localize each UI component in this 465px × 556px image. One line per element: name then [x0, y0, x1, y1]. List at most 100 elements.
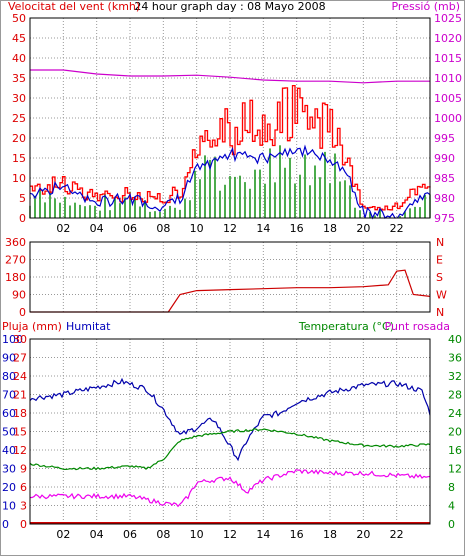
pressure-y-tick: 990	[434, 152, 455, 165]
temperature-y-tick: 8	[448, 481, 455, 494]
humidity-y-tick: 100	[2, 333, 23, 346]
p1-x-tick: 22	[390, 222, 404, 235]
p1-x-tick: 08	[156, 222, 170, 235]
panel-humidity-frame	[29, 338, 431, 525]
humidity-y-tick: 20	[2, 481, 16, 494]
temperature-y-tick: 32	[448, 370, 462, 383]
wind-avg-line	[29, 144, 431, 220]
panel-direction-frame	[29, 241, 431, 313]
direction-y-tick: 360	[5, 236, 26, 249]
p1-x-tick: 12	[223, 222, 237, 235]
humidity-y-tick: 0	[2, 518, 9, 531]
p3-x-tick: 04	[90, 528, 104, 541]
wind-y-tick: 15	[12, 152, 26, 165]
rain-y-tick: 24	[13, 370, 27, 383]
temperature-y-tick: 16	[448, 444, 462, 457]
p1-x-tick: 16	[290, 222, 304, 235]
direction-y-tick: 180	[5, 271, 26, 284]
temperature-y-tick: 12	[448, 463, 462, 476]
rain-y-tick: 18	[13, 407, 27, 420]
wind-y-tick: 0	[19, 212, 26, 225]
pressure-y-tick: 995	[434, 132, 455, 145]
pressure-y-tick: 980	[434, 192, 455, 205]
temperature-line	[29, 428, 431, 471]
pressure-y-tick: 985	[434, 172, 455, 185]
rain-y-tick: 0	[20, 518, 27, 531]
humidity-y-tick: 90	[2, 352, 16, 365]
temperature-y-tick: 0	[448, 518, 455, 531]
p3-x-tick: 18	[323, 528, 337, 541]
p3-x-tick: 02	[56, 528, 70, 541]
left-axis-title: Velocitat del vent (kmh)	[8, 0, 140, 13]
wind-y-tick: 35	[12, 72, 26, 85]
direction-y-tick: 270	[5, 254, 26, 267]
panel-wind-frame	[29, 17, 431, 219]
pressure-y-tick: 1015	[434, 52, 462, 65]
rain-y-tick: 30	[13, 333, 27, 346]
humidity-line	[29, 377, 431, 462]
wind-y-tick: 40	[12, 52, 26, 65]
rain-y-tick: 6	[20, 481, 27, 494]
p3-x-tick: 10	[190, 528, 204, 541]
p3-x-tick: 12	[223, 528, 237, 541]
rain-y-tick: 9	[20, 463, 27, 476]
humidity-axis-title: Humitat	[66, 320, 111, 333]
rain-y-tick: 27	[13, 352, 27, 365]
compass-tick: N	[436, 236, 444, 249]
humidity-y-tick: 60	[2, 407, 16, 420]
rain-y-tick: 21	[13, 389, 27, 402]
direction-y-tick: 90	[12, 289, 26, 302]
pressure-line	[30, 69, 430, 84]
p3-x-tick: 14	[256, 528, 270, 541]
p3-x-tick: 16	[290, 528, 304, 541]
temperature-y-tick: 40	[448, 333, 462, 346]
p1-x-tick: 06	[123, 222, 137, 235]
wind-y-tick: 30	[12, 92, 26, 105]
compass-tick: E	[436, 254, 443, 267]
wind-y-tick: 50	[12, 12, 26, 25]
temperature-y-tick: 36	[448, 352, 462, 365]
p3-x-tick: 22	[390, 528, 404, 541]
compass-tick: S	[436, 271, 443, 284]
compass-tick: W	[436, 289, 447, 302]
temperature-y-tick: 4	[448, 500, 455, 513]
humidity-y-tick: 30	[2, 463, 16, 476]
chart-title: 24 hour graph day : 08 Mayo 2008	[134, 0, 325, 13]
rain-axis-title: Pluja (mm)	[2, 320, 62, 333]
rain-y-tick: 3	[20, 500, 27, 513]
pressure-y-tick: 975	[434, 212, 455, 225]
wind-gust-line	[30, 84, 431, 211]
humidity-y-tick: 50	[2, 426, 16, 439]
dewpoint-axis-title: Punt rosada	[385, 320, 450, 333]
gust-bars	[29, 145, 431, 218]
pressure-y-tick: 1000	[434, 112, 462, 125]
right-axis-title: Pressió (mb)	[391, 0, 460, 13]
wind-y-tick: 45	[12, 32, 26, 45]
p1-x-tick: 02	[56, 222, 70, 235]
temperature-y-tick: 20	[448, 426, 462, 439]
humidity-y-tick: 40	[2, 444, 16, 457]
pressure-y-tick: 1010	[434, 72, 462, 85]
direction-y-tick: 0	[19, 306, 26, 319]
p3-x-tick: 20	[356, 528, 370, 541]
dewpoint-line	[30, 469, 431, 508]
p3-x-tick: 06	[123, 528, 137, 541]
humidity-y-tick: 80	[2, 370, 16, 383]
wind-y-tick: 10	[12, 172, 26, 185]
p1-x-tick: 14	[256, 222, 270, 235]
temperature-y-tick: 24	[448, 407, 462, 420]
temperature-axis-title: Temperatura (°C)	[298, 320, 394, 333]
humidity-y-tick: 10	[2, 500, 16, 513]
wind-y-tick: 25	[12, 112, 26, 125]
wind-y-tick: 20	[12, 132, 26, 145]
p1-x-tick: 04	[90, 222, 104, 235]
rain-y-tick: 15	[13, 426, 27, 439]
pressure-y-tick: 1020	[434, 32, 462, 45]
compass-tick: N	[436, 306, 444, 319]
wind-direction-line	[30, 269, 431, 313]
p1-x-tick: 18	[323, 222, 337, 235]
pressure-y-tick: 1005	[434, 92, 462, 105]
pressure-y-tick: 1025	[434, 12, 462, 25]
